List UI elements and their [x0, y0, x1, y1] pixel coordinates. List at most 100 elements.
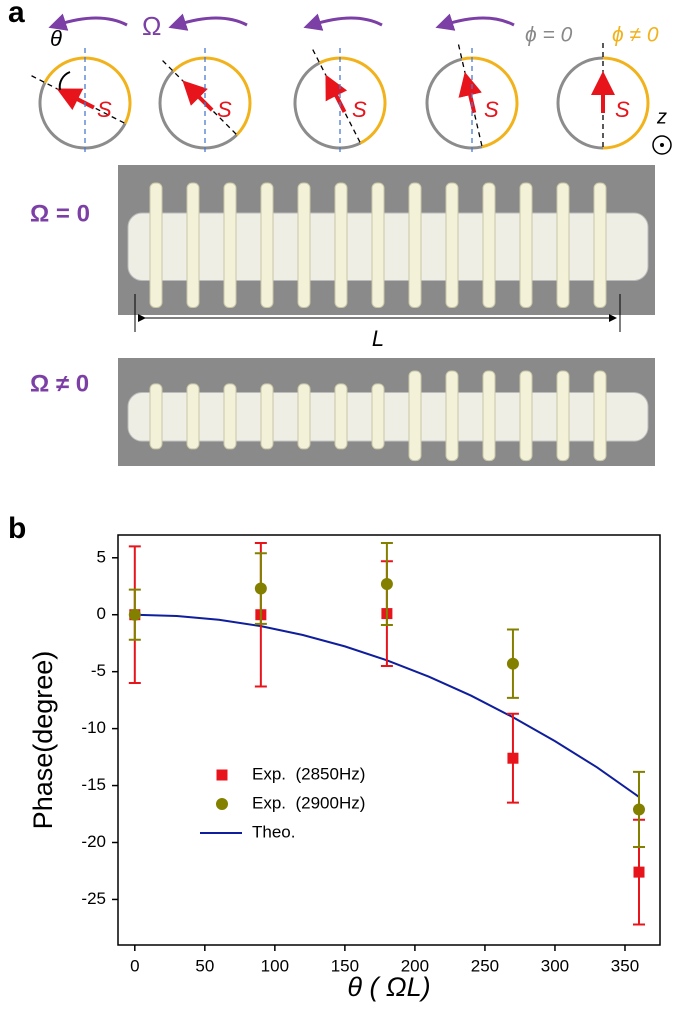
x-tick-label: 50 [195, 956, 214, 975]
fin [482, 182, 496, 308]
rotated-frame [425, 44, 519, 150]
spin-label: S [615, 97, 630, 122]
fin [186, 182, 200, 308]
z-out-label: z [656, 106, 667, 128]
spin-diagram: S [158, 13, 252, 153]
point [632, 803, 645, 816]
omega-zero-label: Ω = 0 [30, 200, 90, 227]
x-tick-label: 150 [331, 956, 359, 975]
y-tick-label: -10 [81, 718, 106, 737]
x-tick-label: 250 [471, 956, 499, 975]
spin-diagram: S [293, 13, 387, 153]
fin [186, 383, 200, 450]
y-tick-label: -20 [81, 832, 106, 851]
spin-arrow [325, 74, 348, 113]
phi-zero-label: ϕ = 0 [525, 24, 573, 47]
point [254, 582, 267, 595]
y-tick-label: -15 [81, 775, 106, 794]
gray-half [158, 70, 238, 150]
y-tick-label: 5 [97, 547, 106, 566]
fin [371, 182, 385, 308]
photos [118, 165, 655, 466]
panel-label: b [8, 512, 26, 545]
omega-label: Ω [142, 11, 161, 41]
spin-arrow [56, 88, 95, 111]
fin [519, 370, 533, 462]
fin [556, 182, 570, 308]
tube [127, 392, 649, 442]
spin-arrow [182, 80, 214, 112]
y-tick-label: 0 [97, 604, 106, 623]
theta-arc [58, 71, 71, 91]
fin [371, 383, 385, 450]
yellow-half [172, 56, 252, 136]
fin [593, 182, 607, 308]
rotation-arrow [168, 13, 248, 31]
rotation-arrow [48, 13, 128, 31]
spin-label: S [97, 97, 112, 122]
fin [482, 370, 496, 462]
theta-label: θ [50, 26, 62, 51]
panel-label: a [8, 0, 25, 29]
yellow-half [318, 56, 387, 145]
tube [127, 212, 649, 281]
plot-frame [117, 534, 661, 946]
yellow-half [461, 56, 519, 149]
fin [519, 182, 533, 308]
gray-half [293, 61, 362, 150]
omega-nonzero-label: Ω ≠ 0 [30, 370, 89, 397]
rotation-arrow [435, 13, 515, 31]
yellow-half [602, 56, 650, 150]
fin [149, 182, 163, 308]
length-label: L [372, 326, 384, 351]
legend-label: Exp. (2900Hz) [252, 793, 365, 812]
y-axis-label: Phase(degree) [28, 651, 58, 830]
point [633, 866, 645, 878]
fin [260, 383, 274, 450]
x-tick-label: 0 [130, 956, 139, 975]
fin [223, 383, 237, 450]
point [380, 577, 393, 590]
fin [149, 383, 163, 450]
fin [297, 182, 311, 308]
x-tick-label: 200 [401, 956, 429, 975]
fin [408, 182, 422, 308]
point [507, 752, 519, 764]
spin-diagram: S [31, 13, 132, 153]
y-tick-label: -25 [81, 889, 106, 908]
point [506, 657, 519, 670]
rotated-frame [158, 56, 252, 150]
x-tick-label: 350 [611, 956, 639, 975]
legend-label: Theo. [252, 822, 295, 841]
legend-marker [216, 769, 228, 781]
fin [445, 370, 459, 462]
rotated-frame [31, 56, 132, 150]
legend-label: Exp. (2850Hz) [252, 764, 365, 783]
out-of-plane-dot [660, 143, 664, 147]
spin-diagram: S [556, 43, 650, 151]
fin [223, 182, 237, 308]
point [128, 608, 141, 621]
y-tick-label: -5 [91, 661, 106, 680]
spin-label: S [217, 97, 232, 122]
x-tick-label: 100 [261, 956, 289, 975]
fin [260, 182, 274, 308]
spin-label: S [352, 97, 367, 122]
gray-half [38, 81, 127, 150]
fin [593, 370, 607, 462]
spin-arrow [458, 71, 482, 114]
gray-half [556, 56, 604, 150]
gray-half [425, 57, 483, 150]
fin [297, 383, 311, 450]
x-axis-label: θ ( ΩL) [347, 972, 430, 1002]
spin-label: S [484, 97, 499, 122]
fin [556, 370, 570, 462]
rotated-frame [293, 49, 387, 150]
rotated-frame [556, 43, 650, 151]
fin [334, 182, 348, 308]
rotation-arrow [303, 13, 383, 31]
out-of-plane-symbol [652, 135, 672, 155]
fin [445, 182, 459, 308]
fin [408, 370, 422, 462]
